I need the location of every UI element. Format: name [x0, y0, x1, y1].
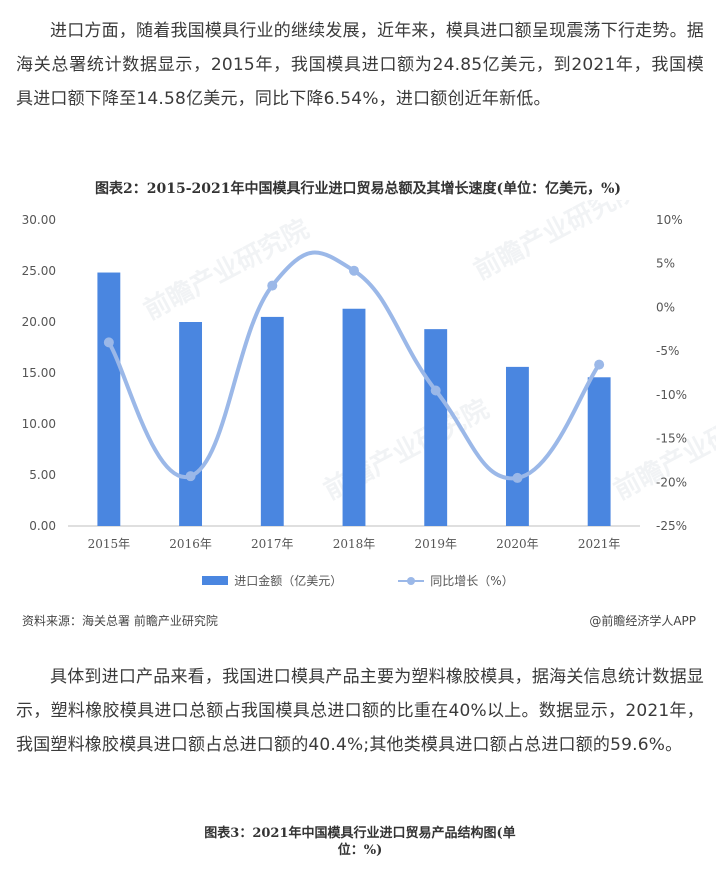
bar-import-value: [260, 316, 284, 526]
growth-point: [103, 337, 114, 348]
figure-2-footer: 资料来源：海关总署 前瞻产业研究院 @前瞻经济学人APP: [22, 612, 696, 629]
bar-import-value: [179, 322, 203, 526]
x-tick-label: 2016年: [169, 537, 212, 551]
y-left-tick-label: 30.00: [22, 213, 56, 227]
y-left-tick-label: 0.00: [29, 519, 56, 533]
growth-point: [185, 471, 196, 482]
y-right-tick-label: 10%: [656, 213, 683, 227]
y-left-tick-label: 20.00: [22, 315, 56, 329]
x-tick-label: 2021年: [578, 537, 621, 551]
figure-3-title-line2: 位：%): [337, 843, 383, 858]
legend-item-line: 同比增长（%）: [398, 572, 514, 589]
legend-item-bar: 进口金额（亿美元）: [202, 572, 342, 589]
y-right-tick-label: -15%: [656, 432, 687, 446]
y-left-tick-label: 15.00: [22, 366, 56, 380]
product-paragraph: 具体到进口产品来看，我国进口模具产品主要为塑料橡胶模具，据海关信息统计数据显示，…: [16, 667, 704, 755]
y-right-tick-label: -25%: [656, 519, 687, 533]
figure-3-title-line1: 图表3：2021年中国模具行业进口贸易产品结构图(单: [204, 826, 516, 841]
x-tick-label: 2017年: [251, 537, 294, 551]
y-right-tick-label: -5%: [656, 344, 679, 358]
source-note: 资料来源：海关总署 前瞻产业研究院: [22, 614, 218, 628]
growth-point: [594, 359, 605, 370]
y-right-tick-label: -10%: [656, 388, 687, 402]
x-tick-label: 2018年: [333, 537, 376, 551]
y-right-tick-label: -20%: [656, 475, 687, 489]
bar-import-value: [342, 308, 366, 526]
growth-point: [349, 265, 359, 276]
growth-point: [512, 472, 523, 483]
y-left-tick-label: 25.00: [22, 264, 56, 278]
bar-import-value: [587, 377, 611, 526]
x-tick-label: 2015年: [88, 537, 131, 551]
growth-point: [430, 385, 441, 396]
figure-2-title: 图表2：2015-2021年中国模具行业进口贸易总额及其增长速度(单位：亿美元，…: [94, 181, 622, 197]
growth-point: [267, 280, 278, 291]
y-right-tick-label: 5%: [656, 257, 675, 271]
legend-bar-label: 进口金额（亿美元）: [234, 574, 343, 588]
credit-note: @前瞻经济学人APP: [589, 614, 696, 628]
legend-line-swatch: [398, 576, 425, 586]
import-chart: 前瞻产业研究院 前瞻产业研究院 前瞻产业研究院 前瞻产业研究院 0.00 5.00 10.0…: [0, 200, 716, 640]
y-left-tick-label: 10.00: [22, 417, 56, 431]
bar-import-value: [424, 329, 448, 526]
legend-line-label: 同比增长（%）: [430, 574, 514, 588]
legend-bar-swatch: [202, 576, 229, 585]
y-left-tick-label: 5.00: [29, 468, 56, 482]
x-tick-label: 2020年: [496, 537, 539, 551]
bar-import-value: [505, 366, 529, 526]
bar-import-value: [97, 272, 121, 526]
x-tick-label: 2019年: [414, 537, 457, 551]
y-right-tick-label: 0%: [656, 300, 675, 314]
figure-3-title: 图表3：2021年中国模具行业进口贸易产品结构图(单 位：%): [160, 825, 560, 859]
watermark-text: 前瞻产业研究院: [469, 200, 644, 286]
chart-legend: 进口金额（亿美元） 同比增长（%）: [0, 572, 716, 589]
intro-paragraph: 进口方面，随着我国模具行业的继续发展，近年来，模具进口额呈现震荡下行走势。据海关…: [16, 21, 704, 109]
